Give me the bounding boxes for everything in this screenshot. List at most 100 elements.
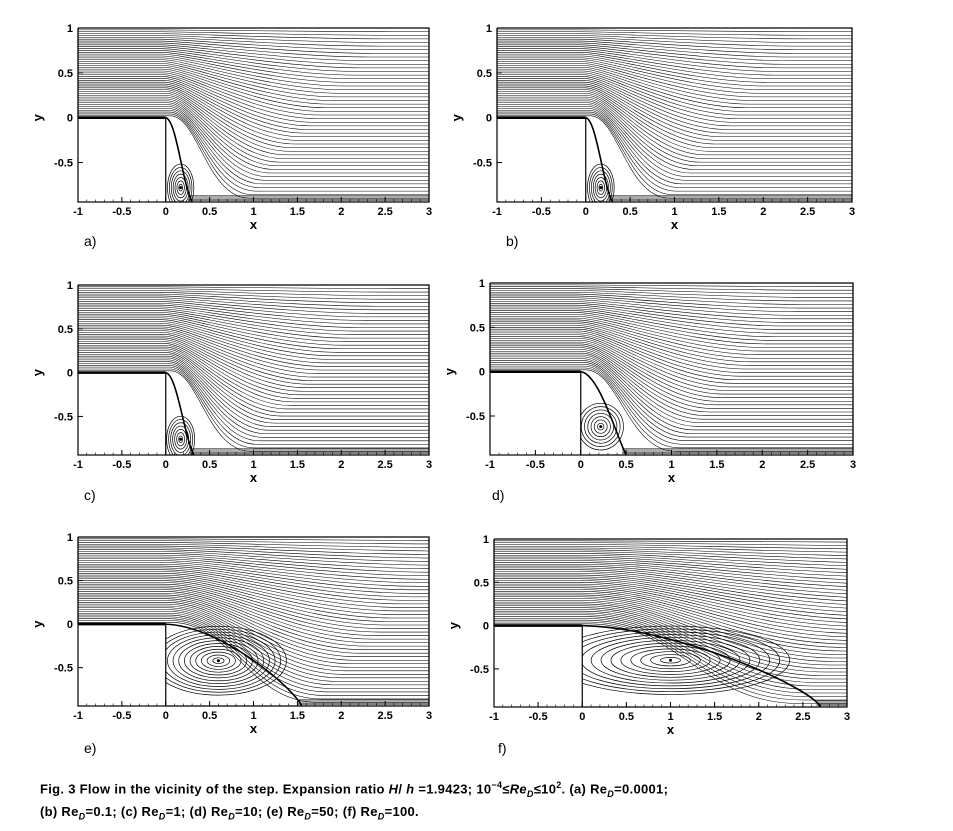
x-tick-label: 0.5	[202, 459, 217, 471]
x-tick-label: 3	[849, 206, 855, 218]
x-tick-label: 2.5	[800, 459, 815, 471]
x-tick-label: -0.5	[112, 206, 131, 218]
y-tick-label: 0	[67, 619, 73, 631]
x-tick-label: 1.5	[290, 459, 305, 471]
x-tick-label: 2	[338, 710, 344, 722]
y-tick-label: -0.5	[54, 411, 73, 423]
y-tick-label: -0.5	[470, 664, 489, 676]
y-tick-label: 1	[486, 23, 492, 35]
x-tick-label: 2.5	[795, 711, 810, 723]
x-tick-label: 0	[578, 459, 584, 471]
x-tick-label: 0	[163, 459, 169, 471]
x-tick-label: 1	[671, 206, 677, 218]
y-tick-label: 0	[483, 621, 489, 633]
x-tick-label: -1	[73, 206, 83, 218]
panel-label-e: e)	[84, 740, 97, 756]
step-block	[77, 117, 167, 203]
panel-label-c: c)	[84, 487, 96, 503]
x-tick-label: -1	[73, 710, 83, 722]
streamlines	[490, 284, 853, 455]
x-axis-title: x	[668, 470, 676, 485]
y-tick-label: 0.5	[58, 68, 73, 80]
y-tick-label: 0.5	[474, 577, 489, 589]
x-tick-label: 3	[850, 459, 856, 471]
x-tick-label: 0	[579, 711, 585, 723]
step-block	[493, 624, 583, 708]
y-axis-title: y	[30, 113, 45, 121]
x-axis-title: x	[250, 470, 258, 485]
streamlines	[78, 538, 429, 706]
y-tick-label: 1	[67, 23, 73, 35]
x-tick-label: -0.5	[112, 710, 131, 722]
x-tick-label: -0.5	[532, 206, 551, 218]
x-tick-label: 2	[759, 459, 765, 471]
x-tick-label: 1.5	[290, 710, 305, 722]
x-tick-label: 2.5	[377, 206, 392, 218]
y-axis-title: y	[30, 620, 45, 628]
y-tick-label: 0	[486, 113, 492, 125]
y-tick-label: 1	[479, 278, 485, 290]
x-tick-label: 0.5	[619, 711, 634, 723]
x-tick-label: 1	[250, 206, 256, 218]
x-tick-label: 0	[583, 206, 589, 218]
x-axis-title: x	[667, 722, 675, 737]
y-tick-label: 0	[67, 113, 73, 125]
y-axis-title: y	[446, 621, 461, 629]
x-tick-label: 0	[163, 710, 169, 722]
panel-label-a: a)	[84, 233, 97, 249]
x-tick-label: 3	[844, 711, 850, 723]
x-axis-title: x	[250, 217, 258, 232]
panel-label-d: d)	[492, 487, 505, 503]
x-tick-label: 0.5	[618, 459, 633, 471]
y-tick-label: 0	[479, 367, 485, 379]
x-tick-label: 3	[426, 459, 432, 471]
streamlines	[494, 540, 847, 707]
x-tick-label: 0.5	[622, 206, 637, 218]
panel-label-b: b)	[506, 233, 519, 249]
y-tick-label: 0	[67, 368, 73, 380]
x-tick-label: 2.5	[800, 206, 815, 218]
y-axis-title: y	[30, 368, 45, 376]
y-tick-label: -0.5	[54, 158, 73, 170]
figure-caption: Fig. 3 Flow in the vicinity of the step.…	[40, 780, 669, 822]
x-axis-title: x	[671, 217, 679, 232]
x-tick-label: 2	[760, 206, 766, 218]
x-tick-label: 1.5	[711, 206, 726, 218]
x-tick-label: -1	[73, 459, 83, 471]
y-tick-label: 0.5	[58, 576, 73, 588]
x-tick-label: 1.5	[707, 711, 722, 723]
x-tick-label: 1.5	[290, 206, 305, 218]
x-tick-label: -1	[485, 459, 495, 471]
x-tick-label: 2	[338, 206, 344, 218]
y-tick-label: 0.5	[58, 324, 73, 336]
y-tick-label: 0.5	[470, 322, 485, 334]
x-tick-label: 2.5	[377, 459, 392, 471]
streamlines	[497, 29, 852, 202]
y-tick-label: -0.5	[473, 158, 492, 170]
x-tick-label: 1.5	[709, 459, 724, 471]
y-axis-title: y	[449, 113, 464, 121]
x-tick-label: -0.5	[526, 459, 545, 471]
y-tick-label: 1	[67, 532, 73, 544]
x-tick-label: 2.5	[377, 710, 392, 722]
x-tick-label: 2	[338, 459, 344, 471]
y-tick-label: 1	[67, 280, 73, 292]
y-tick-label: -0.5	[466, 411, 485, 423]
y-axis-title: y	[442, 367, 457, 375]
x-tick-label: 1	[668, 459, 674, 471]
x-tick-label: -1	[489, 711, 499, 723]
x-tick-label: 1	[250, 459, 256, 471]
y-tick-label: -0.5	[54, 663, 73, 675]
y-tick-label: 0.5	[477, 68, 492, 80]
x-tick-label: 1	[250, 710, 256, 722]
x-tick-label: 0	[163, 206, 169, 218]
x-tick-label: 3	[426, 206, 432, 218]
step-block	[489, 371, 582, 456]
x-tick-label: -0.5	[529, 711, 548, 723]
x-tick-label: 3	[426, 710, 432, 722]
